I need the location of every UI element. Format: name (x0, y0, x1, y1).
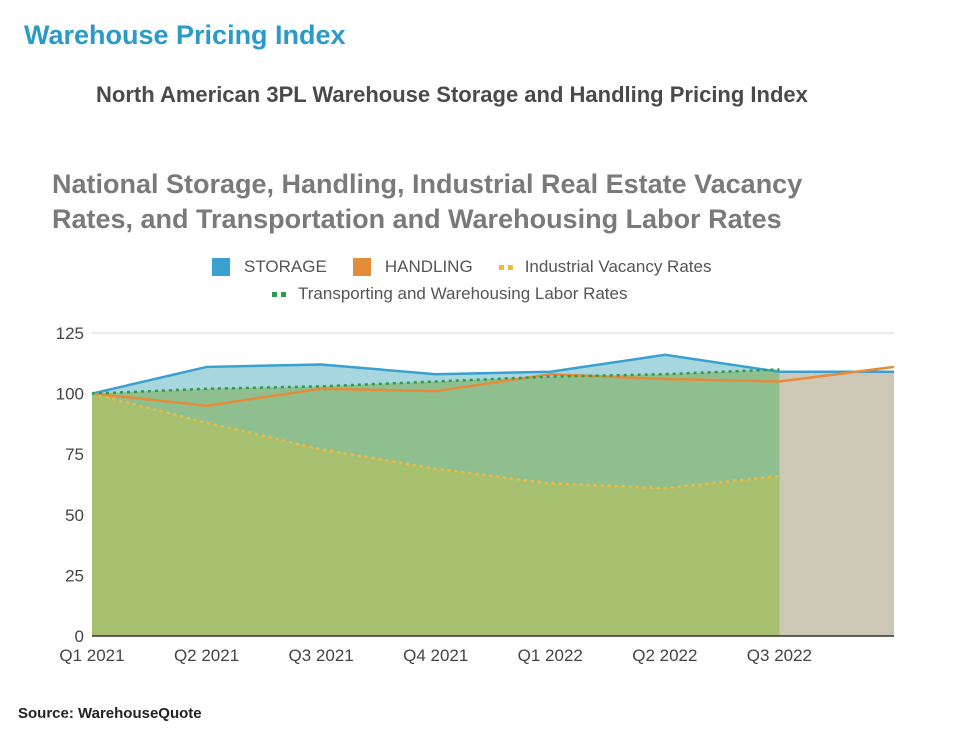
data-point-2-6 (777, 474, 781, 478)
x-tick-label: Q3 2022 (747, 646, 812, 665)
legend-item-vacancy[interactable]: Industrial Vacancy Rates (498, 257, 712, 277)
storage-line (91, 353, 894, 395)
legend-dots-labor (272, 291, 286, 297)
chart-title-line-2: Rates, and Transportation and Warehousin… (52, 204, 782, 234)
data-point-2-4 (548, 481, 552, 485)
chart-title-line-1: National Storage, Handling, Industrial R… (52, 169, 803, 199)
x-tick-label: Q1 2022 (518, 646, 583, 665)
source-note: Source: WarehouseQuote (18, 705, 202, 722)
data-point-1-7 (892, 365, 896, 369)
legend-swatch-storage (212, 258, 230, 276)
x-tick-label: Q2 2021 (174, 646, 239, 665)
x-tick-label: Q2 2022 (632, 646, 697, 665)
data-point-2-5 (663, 486, 667, 490)
y-tick-label: 125 (56, 324, 84, 343)
data-point-2-3 (434, 467, 438, 471)
page-title: Warehouse Pricing Index (24, 20, 346, 50)
data-point-3-3 (434, 379, 438, 383)
vacancy-area (92, 393, 780, 636)
page-subtitle: North American 3PL Warehouse Storage and… (96, 82, 808, 107)
legend-row-2: Transporting and Warehousing Labor Rates (272, 284, 653, 304)
data-point-3-1 (205, 387, 209, 391)
data-point-3-6 (777, 367, 781, 371)
data-point-0-3 (434, 372, 438, 376)
x-tick-label: Q4 2021 (403, 646, 468, 665)
data-point-3-4 (548, 375, 552, 379)
legend-swatch-handling (352, 258, 371, 276)
legend-dots-vacancy (498, 264, 513, 270)
data-point-0-1 (205, 365, 209, 369)
data-point-2-2 (319, 447, 323, 451)
labor-line (91, 368, 780, 395)
x-tick-label: Q3 2021 (289, 646, 354, 665)
vacancy-line (91, 392, 780, 490)
legend-item-storage[interactable]: STORAGE (212, 257, 327, 277)
legend-item-handling[interactable]: HANDLING (352, 257, 473, 277)
data-point-1-3 (434, 389, 438, 393)
legend-item-labor[interactable]: Transporting and Warehousing Labor Rates (272, 284, 627, 304)
data-point-1-6 (777, 379, 781, 383)
y-tick-label: 25 (65, 566, 84, 585)
y-tick-label: 75 (65, 445, 84, 464)
data-point-0-5 (663, 353, 667, 357)
data-point-1-5 (663, 377, 667, 381)
x-tick-label: Q1 2021 (59, 646, 124, 665)
data-point-2-1 (205, 421, 209, 425)
watermark: 六轴物流 (18, 717, 90, 737)
handling-line (91, 365, 895, 407)
legend-label-handling: HANDLING (384, 257, 473, 276)
legend-label-vacancy: Industrial Vacancy Rates (524, 257, 712, 276)
legend-label-storage: STORAGE (244, 257, 327, 276)
data-point-1-1 (205, 404, 209, 408)
chart-title: National Storage, Handling, Industrial R… (52, 167, 922, 237)
legend-row-1: STORAGE HANDLING Industrial Vacancy Rate… (212, 257, 737, 277)
data-point-3-5 (663, 372, 667, 376)
y-tick-label: 100 (56, 385, 84, 404)
data-point-0-7 (892, 370, 896, 374)
forecast-area (779, 371, 894, 636)
data-point-0-2 (319, 363, 323, 367)
data-point-3-0 (90, 392, 94, 396)
data-point-3-2 (319, 384, 323, 388)
y-tick-label: 50 (65, 506, 84, 525)
y-tick-label: 0 (75, 627, 84, 646)
legend-label-labor: Transporting and Warehousing Labor Rates (298, 284, 628, 303)
